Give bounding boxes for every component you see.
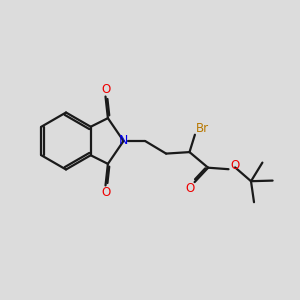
Text: Br: Br (196, 122, 209, 135)
Text: O: O (230, 159, 239, 172)
Text: O: O (101, 187, 111, 200)
Text: O: O (185, 182, 195, 195)
Text: N: N (119, 134, 128, 148)
Text: O: O (101, 82, 111, 95)
